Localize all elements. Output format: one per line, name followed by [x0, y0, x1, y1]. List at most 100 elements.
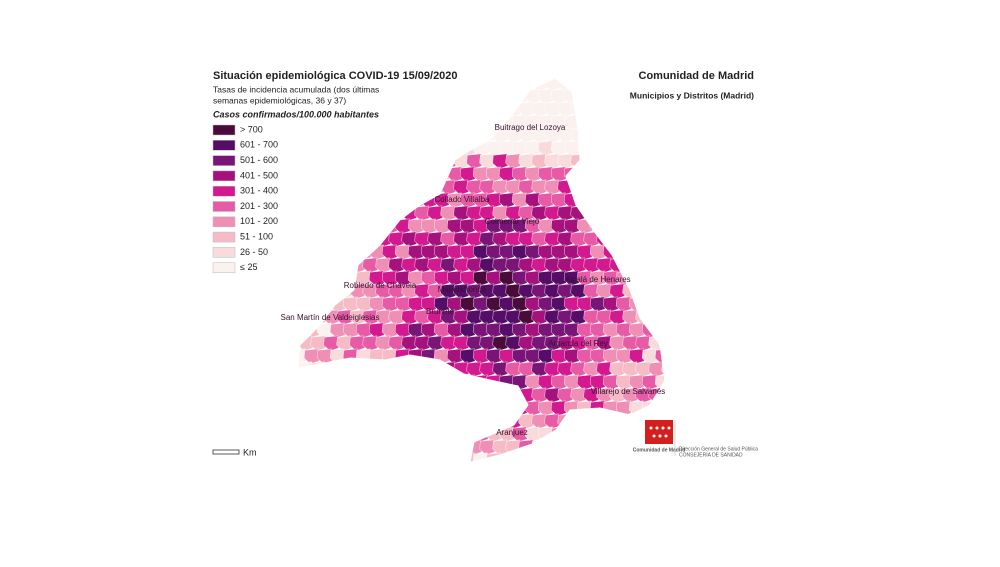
municipality	[349, 231, 365, 248]
municipality	[596, 101, 612, 118]
municipality	[459, 400, 476, 417]
municipality	[479, 439, 495, 456]
municipality	[355, 322, 372, 339]
municipality	[557, 439, 573, 456]
municipality	[316, 426, 333, 443]
place-label: Colmenar Viejo	[485, 217, 540, 226]
municipality	[492, 387, 508, 404]
legend-swatch	[212, 140, 236, 151]
municipality	[583, 413, 599, 430]
municipality	[336, 205, 352, 222]
municipality	[427, 257, 443, 274]
municipality	[336, 439, 352, 456]
municipality	[609, 335, 625, 352]
municipality	[459, 374, 476, 391]
legend-swatch	[212, 231, 236, 243]
municipality	[479, 361, 495, 378]
municipality	[544, 413, 560, 430]
municipality	[628, 192, 645, 209]
municipality	[355, 218, 372, 235]
municipality	[596, 387, 612, 404]
municipality	[329, 452, 346, 462]
municipality	[492, 283, 508, 300]
municipality	[336, 127, 352, 144]
municipality	[414, 387, 430, 404]
municipality	[298, 322, 307, 339]
municipality	[433, 374, 450, 391]
municipality	[596, 257, 612, 274]
municipality	[531, 361, 547, 378]
municipality	[648, 153, 664, 170]
municipality	[420, 218, 437, 235]
municipality	[661, 257, 665, 274]
municipality	[433, 452, 450, 462]
legend-swatch	[212, 170, 236, 182]
subtitle: Tasas de incidencia acumulada (dos últim…	[213, 84, 379, 94]
municipality	[407, 322, 424, 339]
municipality	[557, 101, 573, 118]
municipality	[336, 413, 352, 430]
municipality	[602, 88, 619, 105]
municipality	[323, 335, 339, 352]
municipality	[375, 309, 391, 326]
municipality	[298, 231, 313, 248]
municipality	[635, 257, 651, 274]
municipality	[355, 166, 372, 183]
municipality	[635, 231, 651, 248]
municipality	[446, 374, 463, 391]
municipality	[414, 153, 430, 170]
municipality	[316, 270, 333, 287]
municipality	[368, 192, 385, 209]
municipality	[342, 322, 359, 339]
municipality	[440, 387, 456, 404]
municipality	[298, 361, 313, 378]
municipality	[323, 439, 339, 456]
municipality	[375, 257, 391, 274]
municipality	[362, 387, 378, 404]
municipality	[615, 244, 632, 261]
municipality	[414, 413, 430, 430]
municipality	[355, 426, 372, 443]
municipality	[329, 400, 346, 417]
municipality	[524, 218, 541, 235]
municipality	[563, 218, 580, 235]
municipality	[355, 400, 372, 417]
municipality	[492, 439, 508, 456]
municipality	[596, 179, 612, 196]
municipality	[407, 166, 424, 183]
municipality	[298, 283, 300, 300]
municipality	[668, 271, 683, 286]
municipality	[544, 78, 560, 92]
municipality	[453, 257, 469, 274]
municipality	[557, 257, 573, 274]
municipality	[349, 439, 365, 456]
municipality	[622, 335, 638, 352]
municipality	[492, 205, 508, 222]
municipality	[362, 335, 378, 352]
municipality	[602, 426, 619, 443]
municipality	[602, 192, 619, 209]
municipality	[388, 101, 404, 118]
municipality	[394, 140, 411, 157]
municipality	[583, 335, 599, 352]
municipality	[446, 426, 463, 443]
municipality	[583, 361, 599, 378]
municipality	[440, 127, 456, 144]
municipality	[498, 166, 515, 183]
municipality	[531, 127, 547, 144]
municipality	[596, 127, 612, 144]
municipality	[381, 426, 398, 443]
municipality	[537, 88, 554, 105]
legend-label: 401 - 500	[240, 170, 278, 180]
municipality	[401, 335, 417, 352]
municipality	[654, 374, 665, 391]
municipality	[440, 205, 456, 222]
municipality	[420, 166, 437, 183]
municipality	[466, 335, 482, 352]
municipality	[511, 114, 528, 131]
municipality	[576, 88, 593, 105]
municipality	[518, 231, 534, 248]
municipality	[563, 270, 580, 287]
municipality	[394, 244, 411, 261]
municipality	[375, 387, 391, 404]
